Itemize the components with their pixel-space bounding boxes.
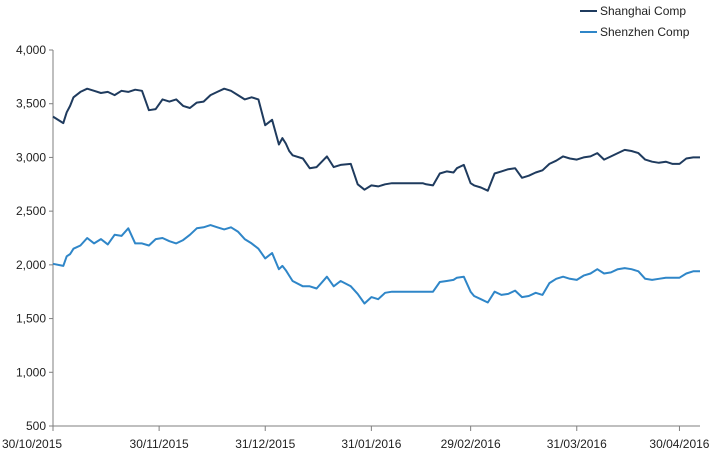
y-tick-label: 1,500 [16,312,46,326]
x-tick-label: 30/11/2015 [130,437,189,451]
series-line-shenzhen-comp [52,224,700,305]
x-tick-label: 30/10/2015 [2,437,62,451]
y-tick-label: 3,000 [16,150,46,164]
y-tick-label: 2,000 [16,258,46,272]
y-tick-label: 2,500 [16,204,46,218]
legend-label-shanghai-comp: Shanghai Comp [600,4,686,18]
legend-label-shenzhen-comp: Shenzhen Comp [600,25,690,39]
x-tick-label: 31/01/2016 [341,437,401,451]
series-line-shanghai-comp [52,87,700,192]
y-tick-label: 4,000 [16,43,46,57]
legend: Shanghai Comp Shenzhen Comp [580,4,690,39]
x-tick-label: 31/12/2015 [235,437,295,451]
x-tick-label: 29/02/2016 [441,437,501,451]
x-tick-label: 31/03/2016 [547,437,607,451]
y-tick-label: 3,500 [16,97,46,111]
chart-axes [52,50,700,427]
x-tick-label: 30/04/2016 [649,437,709,451]
y-axis-ticks: 500 1,000 1,500 2,000 2,500 3,000 3,500 4,000 [16,43,53,433]
y-tick-label: 500 [26,419,46,433]
series-lines [52,87,700,305]
y-tick-label: 1,000 [16,365,46,379]
x-axis-ticks: 30/10/2015 30/11/2015 31/12/2015 31/01/2016… [2,426,710,451]
